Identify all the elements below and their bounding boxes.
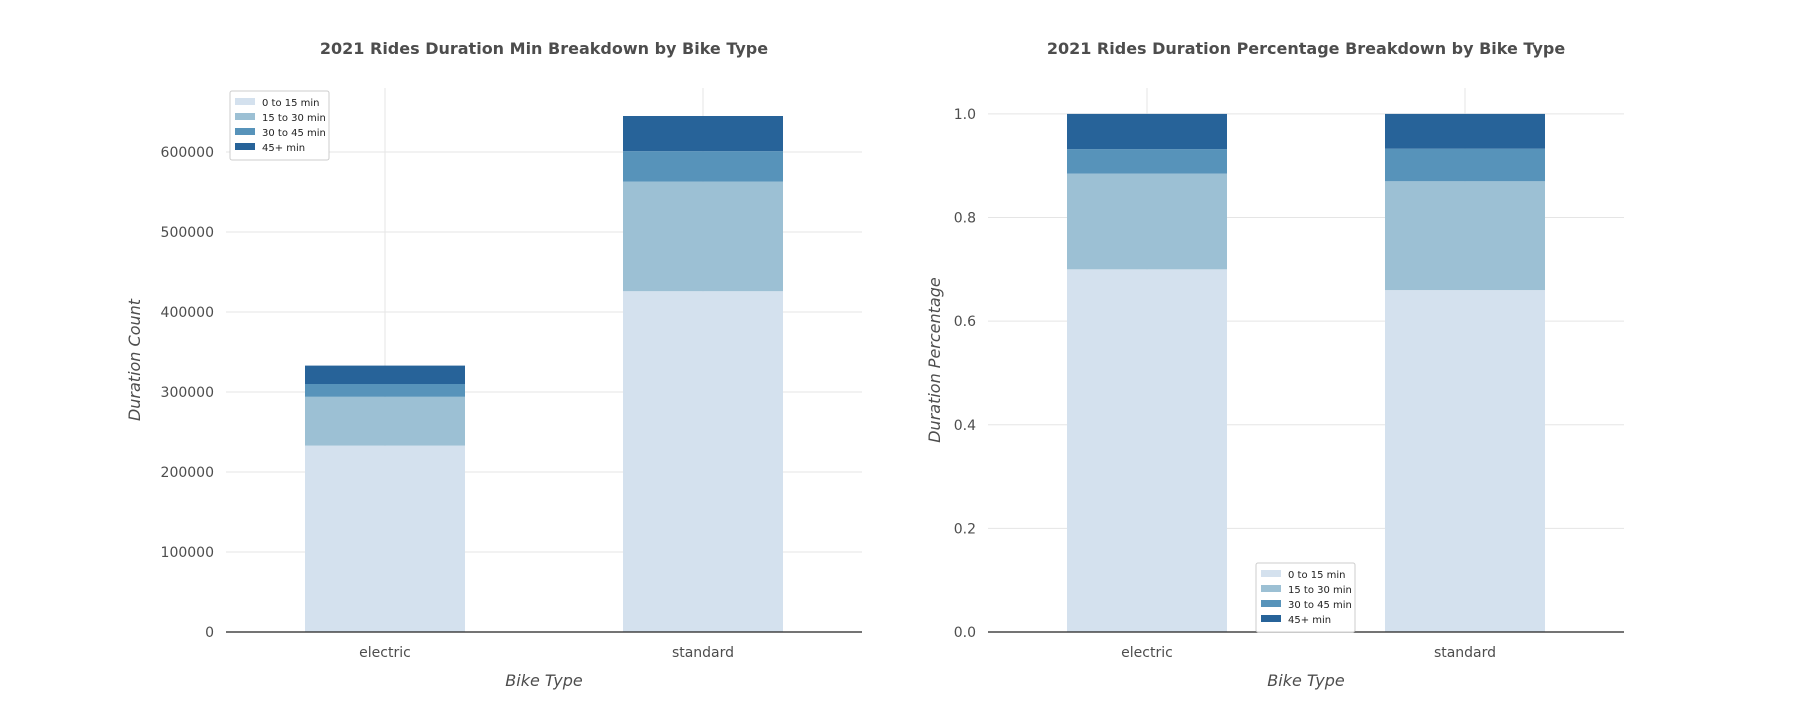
legend-swatch xyxy=(1261,585,1281,592)
y-tick-label: 0.2 xyxy=(954,521,976,537)
y-axis-label: Duration Percentage xyxy=(925,277,944,443)
bar-electric-segment-3 xyxy=(305,365,465,384)
bar-standard-segment-2 xyxy=(1385,148,1545,182)
bar-electric-segment-2 xyxy=(305,384,465,397)
y-tick-label: 0.8 xyxy=(954,211,976,227)
legend-swatch xyxy=(235,98,255,105)
x-tick-label: standard xyxy=(672,645,734,661)
x-axis-label: Bike Type xyxy=(1267,671,1345,690)
chart-title: 2021 Rides Duration Min Breakdown by Bik… xyxy=(320,39,768,58)
bar-electric-segment-1 xyxy=(1067,173,1227,270)
y-tick-label: 0.4 xyxy=(954,418,976,434)
legend-label: 45+ min xyxy=(1288,615,1331,626)
legend-label: 30 to 45 min xyxy=(262,128,326,139)
x-axis-label: Bike Type xyxy=(505,671,583,690)
legend-label: 15 to 30 min xyxy=(262,113,326,124)
legend-swatch xyxy=(235,113,255,120)
duration-percentage-chart: 2021 Rides Duration Percentage Breakdown… xyxy=(925,39,1624,690)
legend-label: 15 to 30 min xyxy=(1288,585,1352,596)
bar-electric-segment-0 xyxy=(305,445,465,632)
y-axis-label: Duration Count xyxy=(125,298,144,421)
legend: 0 to 15 min 15 to 30 min 30 to 45 min 45+ m… xyxy=(229,90,330,161)
legend-box xyxy=(1255,562,1356,633)
y-tick-label: 100000 xyxy=(161,545,214,561)
x-tick-label: standard xyxy=(1434,645,1496,661)
legend-swatch xyxy=(235,143,255,150)
y-tick-label: 400000 xyxy=(161,305,214,321)
bar-standard-segment-3 xyxy=(623,116,783,152)
bar-electric-segment-2 xyxy=(1067,149,1227,174)
bar-standard-segment-2 xyxy=(623,151,783,182)
y-tick-label: 0 xyxy=(205,625,214,641)
legend-swatch xyxy=(1261,570,1281,577)
legend-swatch xyxy=(1261,600,1281,607)
x-tick-label: electric xyxy=(359,645,411,661)
bar-standard-segment-0 xyxy=(1385,290,1545,632)
y-tick-label: 600000 xyxy=(161,145,214,161)
legend-swatch xyxy=(1261,615,1281,622)
bar-electric-segment-0 xyxy=(1067,269,1227,632)
bar-standard-segment-1 xyxy=(1385,181,1545,291)
legend-label: 0 to 15 min xyxy=(1288,570,1346,581)
legend-label: 30 to 45 min xyxy=(1288,600,1352,611)
y-tick-label: 0.0 xyxy=(954,625,976,641)
y-tick-label: 1.0 xyxy=(954,107,976,123)
bar-standard-segment-0 xyxy=(623,291,783,632)
bar-electric-segment-3 xyxy=(1067,113,1227,150)
y-tick-label: 300000 xyxy=(161,385,214,401)
legend-label: 45+ min xyxy=(262,143,305,154)
bar-standard-segment-1 xyxy=(623,181,783,292)
y-tick-label: 200000 xyxy=(161,465,214,481)
legend-box xyxy=(229,90,330,161)
legend-swatch xyxy=(235,128,255,135)
y-tick-label: 0.6 xyxy=(954,314,976,330)
bar-electric-segment-1 xyxy=(305,396,465,446)
bar-standard-segment-3 xyxy=(1385,113,1545,149)
legend-label: 0 to 15 min xyxy=(262,98,320,109)
duration-count-chart: 2021 Rides Duration Min Breakdown by Bik… xyxy=(125,39,862,690)
x-tick-label: electric xyxy=(1121,645,1173,661)
legend: 0 to 15 min 15 to 30 min 30 to 45 min 45+ m… xyxy=(1255,562,1356,633)
chart-title: 2021 Rides Duration Percentage Breakdown… xyxy=(1047,39,1565,58)
y-tick-label: 500000 xyxy=(161,225,214,241)
